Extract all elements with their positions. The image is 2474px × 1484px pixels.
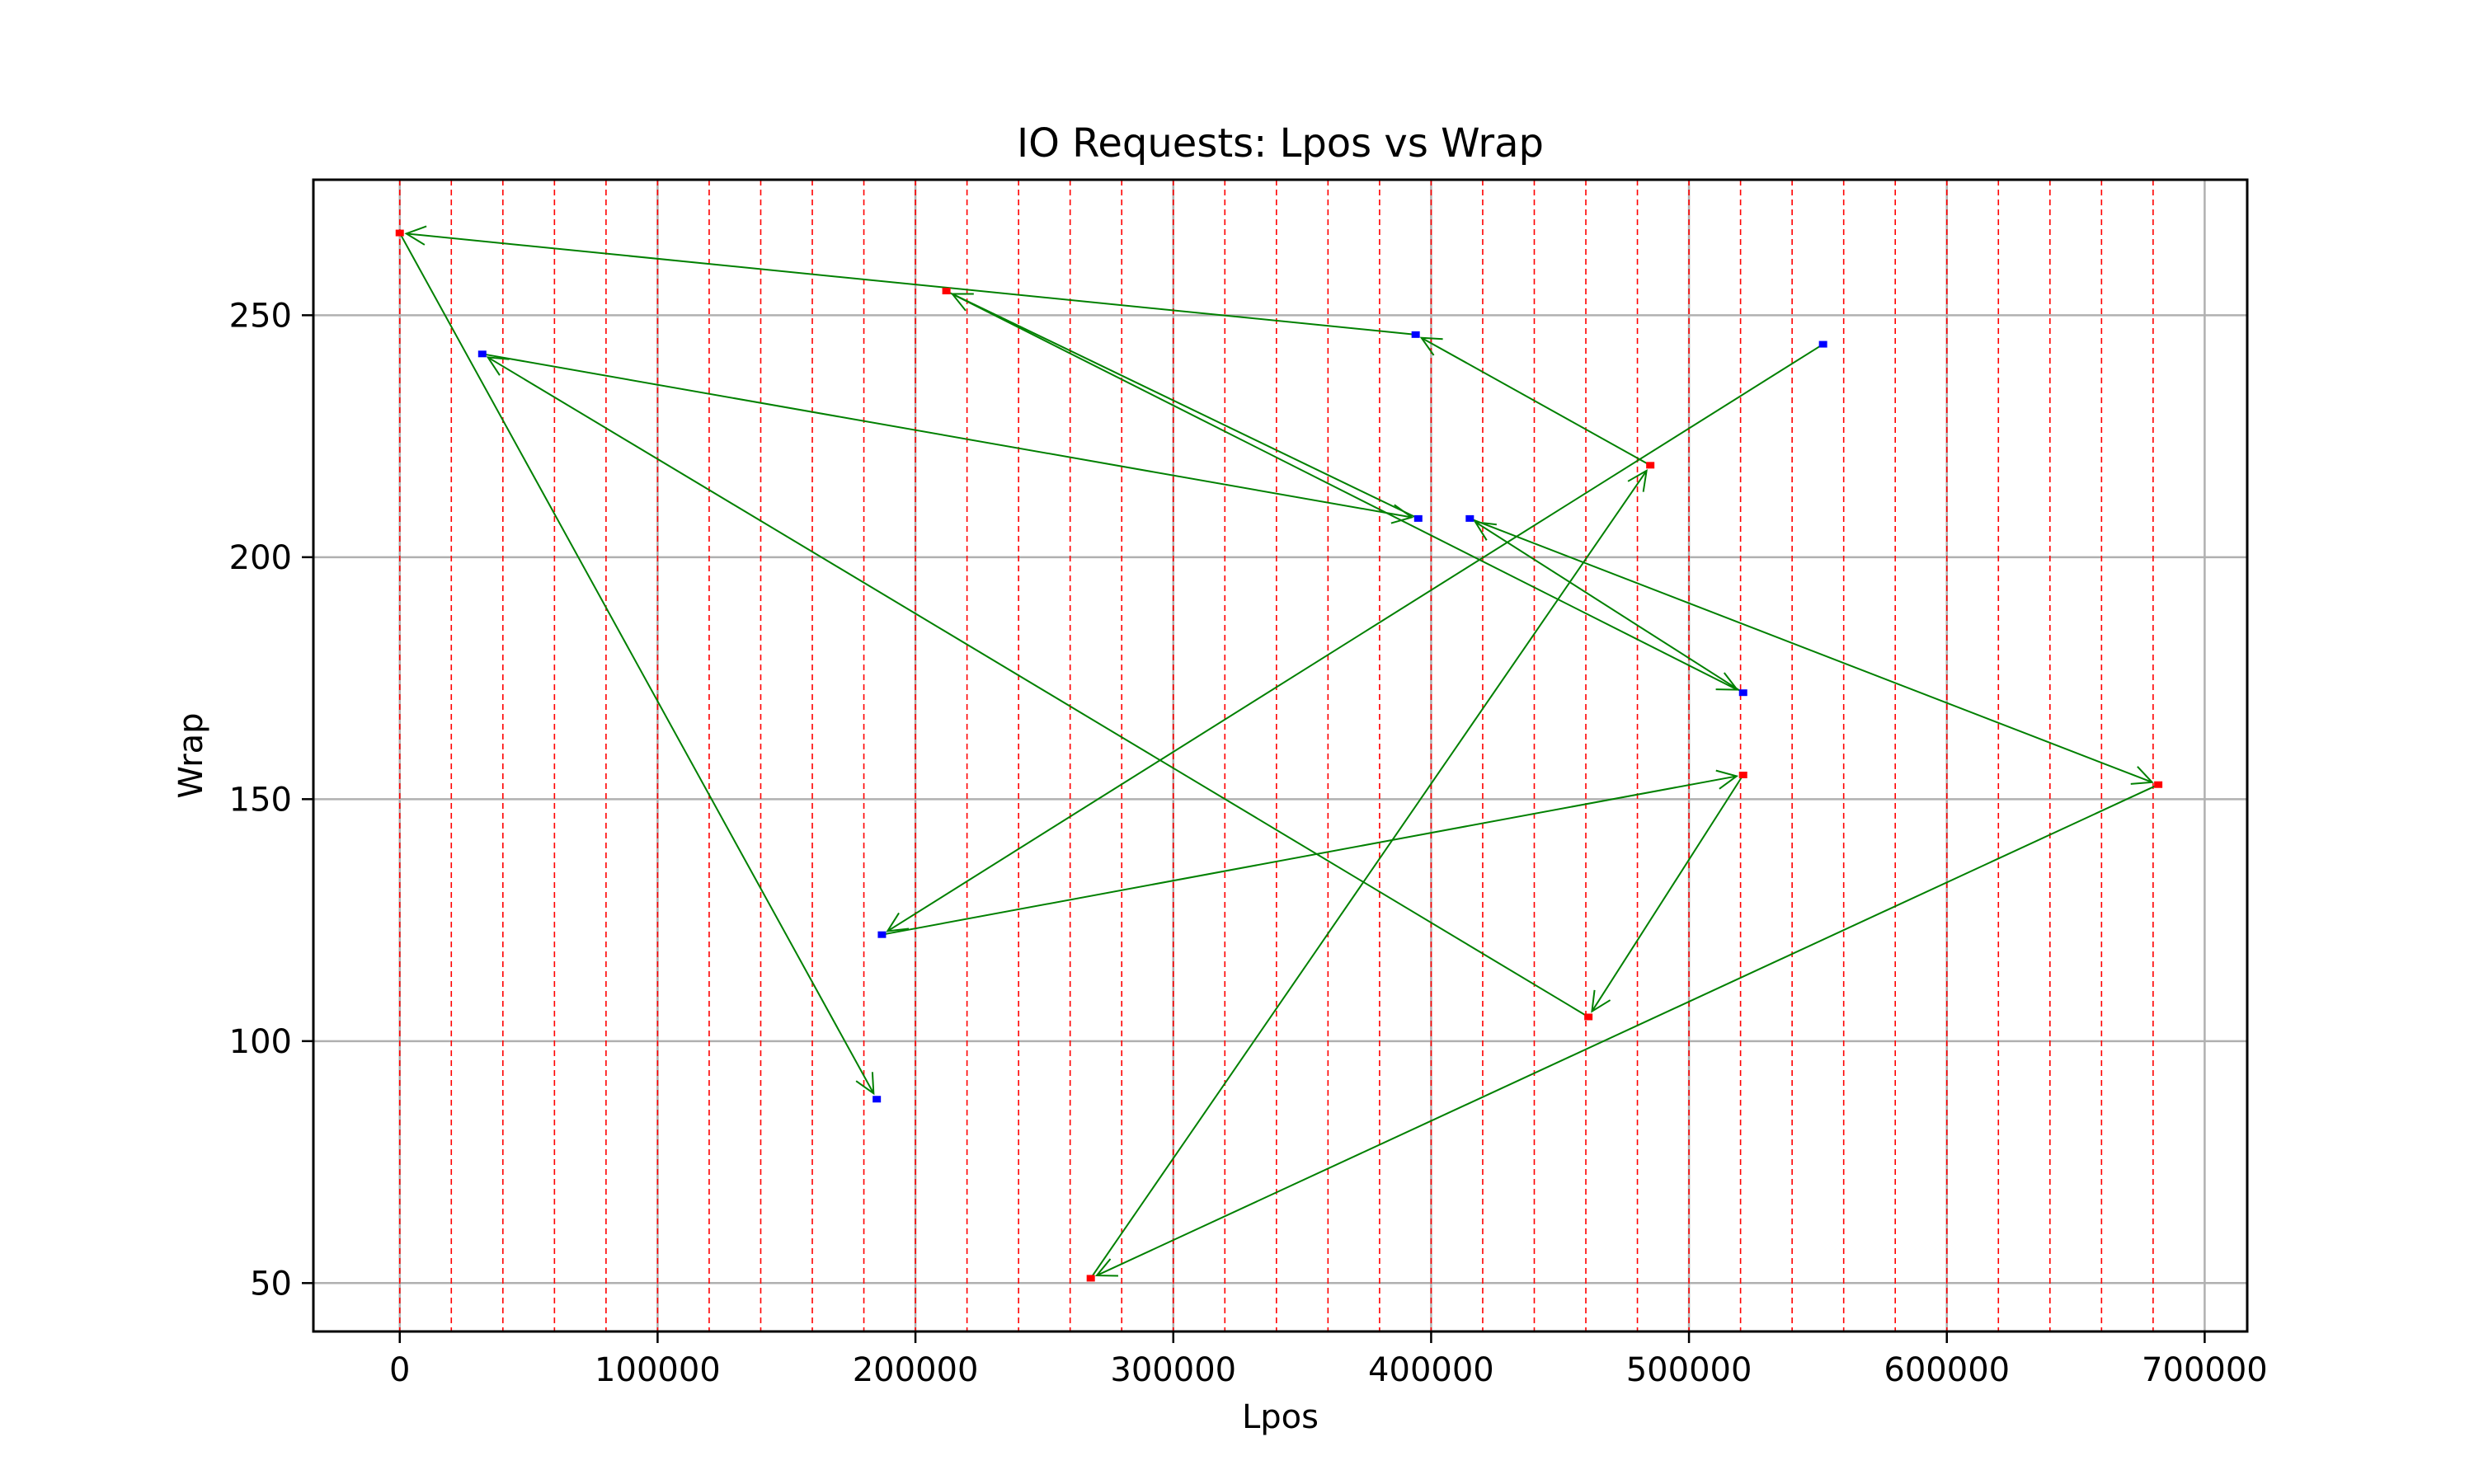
- request-arrow-head: [855, 1072, 875, 1096]
- request-arrow-line: [887, 343, 1824, 932]
- y-tick-label: 200: [229, 539, 292, 577]
- request-arrow-line: [398, 232, 875, 1094]
- request-arrow-line: [1475, 521, 1744, 694]
- request-arrow-head: [486, 356, 510, 376]
- x-tick-label: 500000: [1626, 1351, 1752, 1389]
- x-tick-label: 200000: [853, 1351, 979, 1389]
- data-point: [1086, 1275, 1095, 1282]
- request-arrow-line: [482, 353, 1413, 519]
- request-path-layer: [398, 225, 2159, 1279]
- data-point: [1411, 331, 1420, 338]
- y-tick-label: 100: [229, 1023, 292, 1061]
- data-point: [1738, 771, 1747, 778]
- request-arrow-line: [882, 775, 1738, 936]
- data-point: [2154, 781, 2163, 788]
- x-tick-label: 700000: [2142, 1351, 2268, 1389]
- plot-frame: [312, 178, 2249, 1333]
- request-arrow-head: [1094, 1258, 1118, 1277]
- request-arrow-line: [487, 356, 1589, 1018]
- request-arrow-line: [406, 232, 1416, 336]
- data-point: [395, 229, 404, 237]
- request-arrow-head: [1715, 769, 1739, 790]
- request-arrow-head: [886, 912, 910, 932]
- data-point: [942, 288, 951, 295]
- data-point: [872, 1096, 882, 1103]
- request-arrow-line: [1096, 783, 2159, 1276]
- request-arrow-head: [1591, 989, 1611, 1013]
- data-point: [1584, 1013, 1593, 1021]
- data-point: [877, 931, 887, 938]
- tick-layer: 0 100000 200000 300000 400000 500000 600000 700…: [229, 297, 2268, 1389]
- x-tick-label: 0: [389, 1351, 410, 1389]
- x-tick-label: 400000: [1368, 1351, 1494, 1389]
- request-arrow-head: [1627, 469, 1648, 492]
- request-arrow-line: [1421, 336, 1651, 467]
- request-arrow-line: [946, 290, 1738, 691]
- x-tick-label: 600000: [1884, 1351, 2010, 1389]
- x-tick-label: 100000: [595, 1351, 721, 1389]
- data-point: [1413, 514, 1423, 522]
- request-arrow-head: [2130, 766, 2154, 785]
- grid-layer: [313, 180, 2247, 1331]
- request-arrow-head: [404, 225, 427, 246]
- y-tick-label: 250: [229, 297, 292, 335]
- x-axis-label: Lpos: [1242, 1398, 1319, 1436]
- y-tick-label: 50: [250, 1265, 292, 1303]
- data-point: [1646, 462, 1655, 469]
- data-point: [1738, 689, 1747, 697]
- data-point: [1465, 514, 1475, 522]
- request-arrow-head: [1419, 336, 1443, 356]
- request-arrow-line: [1089, 470, 1648, 1279]
- x-tick-label: 300000: [1110, 1351, 1236, 1389]
- request-arrow-head: [1474, 520, 1497, 541]
- point-layer: [395, 229, 2163, 1282]
- chart-title: IO Requests: Lpos vs Wrap: [1017, 120, 1544, 167]
- request-arrow-line: [952, 293, 1419, 519]
- y-tick-label: 150: [229, 781, 292, 819]
- data-point: [477, 350, 487, 358]
- vertical-marker-layer: [398, 180, 2154, 1331]
- request-arrow-line: [1591, 774, 1744, 1012]
- data-point: [1818, 340, 1827, 348]
- y-axis-label: Wrap: [172, 712, 210, 798]
